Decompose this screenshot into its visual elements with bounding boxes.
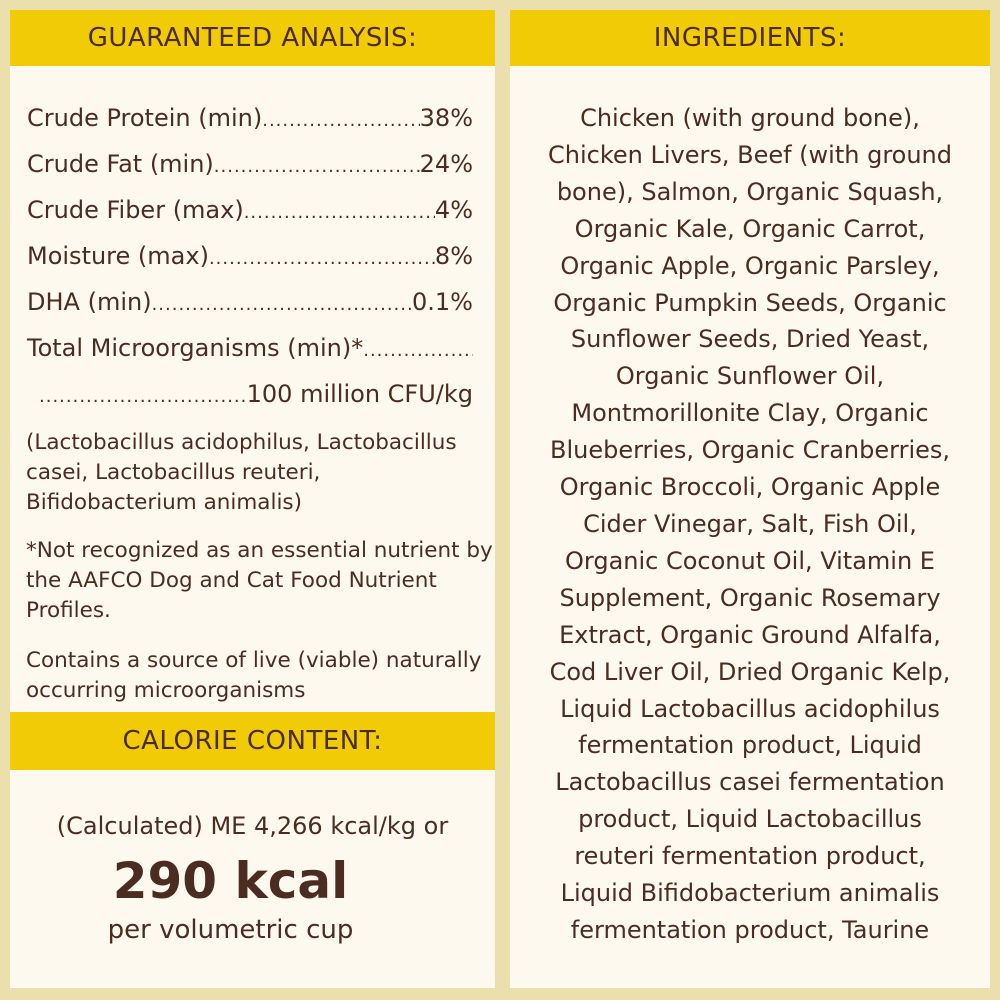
ingredient-line: Liquid Bifidobacterium animalis xyxy=(560,879,940,908)
ingredient-line: Organic Coconut Oil, Vitamin E xyxy=(565,546,935,575)
analysis-label: Total Microorganisms (min)* xyxy=(27,334,364,362)
leader-dots xyxy=(363,333,473,366)
footnote-text: *Not recognized as an essential nutrient… xyxy=(26,538,493,623)
ingredient-line: Blueberries, Organic Cranberries, xyxy=(549,436,951,465)
guaranteed-analysis-header: GUARANTEED ANALYSIS: xyxy=(10,10,495,66)
ingredient-line: Extract, Organic Ground Alfalfa, xyxy=(559,620,941,649)
leader-dots xyxy=(152,287,412,320)
analysis-row: Total Microorganisms (min)* xyxy=(27,333,473,366)
ingredient-line: product, Liquid Lactobacillus xyxy=(578,805,922,834)
calorie-me: (Calculated) ME 4,266 kcal/kg or xyxy=(56,812,449,840)
analysis-value: 24% xyxy=(419,150,473,178)
ingredients-panel: INGREDIENTS: Chicken (with ground bone),… xyxy=(510,10,990,988)
live-note-text: Contains a source of live (viable) natur… xyxy=(26,648,482,703)
leader-dots xyxy=(209,241,435,274)
leader-dots xyxy=(39,379,247,412)
ingredient-line: Lactobacillus casei fermentation xyxy=(555,768,945,797)
ingredient-line: Organic Broccoli, Organic Apple xyxy=(559,473,941,502)
analysis-row: Crude Protein (min) 38% xyxy=(27,103,473,136)
analysis-label: Crude Protein (min) xyxy=(27,104,263,132)
analysis-value: 38% xyxy=(419,104,473,132)
ingredient-line: Supplement, Organic Rosemary xyxy=(559,583,941,612)
ingredient-line: Sunflower Seeds, Dried Yeast, xyxy=(570,325,930,354)
guaranteed-analysis-panel: GUARANTEED ANALYSIS: Crude Protein (min)… xyxy=(10,10,495,988)
ingredient-line: Chicken Livers, Beef (with ground xyxy=(547,140,952,169)
strains-text: (Lactobacillus acidophilus, Lactobacillu… xyxy=(26,430,457,515)
ingredient-line: Liquid Lactobacillus acidophilus xyxy=(560,694,940,723)
leader-dots xyxy=(214,149,420,182)
ingredient-line: Organic Apple, Organic Parsley, xyxy=(560,251,940,280)
analysis-label: Crude Fiber (max) xyxy=(27,196,244,224)
analysis-label: Crude Fat (min) xyxy=(27,150,214,178)
ingredient-line: reuteri fermentation product, xyxy=(574,842,926,871)
ingredient-line: bone), Salmon, Organic Squash, xyxy=(556,177,944,206)
ingredient-line: Chicken (with ground bone), xyxy=(580,104,920,132)
leader-dots xyxy=(244,195,435,228)
ingredient-line: Organic Kale, Organic Carrot, xyxy=(574,214,926,243)
ingredients-list: Chicken (with ground bone), Chicken Liver… xyxy=(510,100,990,949)
analysis-value: 8% xyxy=(434,242,473,270)
calorie-per-cup: per volumetric cup xyxy=(107,915,354,945)
calorie-content-header: CALORIE CONTENT: xyxy=(10,712,495,770)
ingredient-line: Organic Pumpkin Seeds, Organic xyxy=(553,288,947,317)
analysis-row: DHA (min) 0.1% xyxy=(27,287,473,320)
analysis-value: 100 million CFU/kg xyxy=(246,380,473,408)
analysis-row: Crude Fat (min) 24% xyxy=(27,149,473,182)
ingredient-line: fermentation product, Taurine xyxy=(570,915,930,944)
ingredient-line: Cod Liver Oil, Dried Organic Kelp, xyxy=(549,657,951,686)
analysis-label: DHA (min) xyxy=(27,288,152,316)
calorie-kcal: 290 kcal xyxy=(112,852,349,910)
ingredient-line: Cider Vinegar, Salt, Fish Oil, xyxy=(583,509,917,538)
analysis-value: 4% xyxy=(434,196,473,224)
analysis-row: 100 million CFU/kg xyxy=(27,379,473,412)
analysis-row: Crude Fiber (max) 4% xyxy=(27,195,473,228)
analysis-value: 0.1% xyxy=(412,288,473,316)
leader-dots xyxy=(262,103,419,136)
analysis-row: Moisture (max) 8% xyxy=(27,241,473,274)
analysis-label: Moisture (max) xyxy=(27,242,209,270)
ingredient-line: Montmorillonite Clay, Organic xyxy=(571,399,929,428)
ingredient-line: Organic Sunflower Oil, xyxy=(615,362,885,391)
ingredient-line: fermentation product, Liquid xyxy=(578,731,922,760)
ingredients-header: INGREDIENTS: xyxy=(510,10,990,66)
